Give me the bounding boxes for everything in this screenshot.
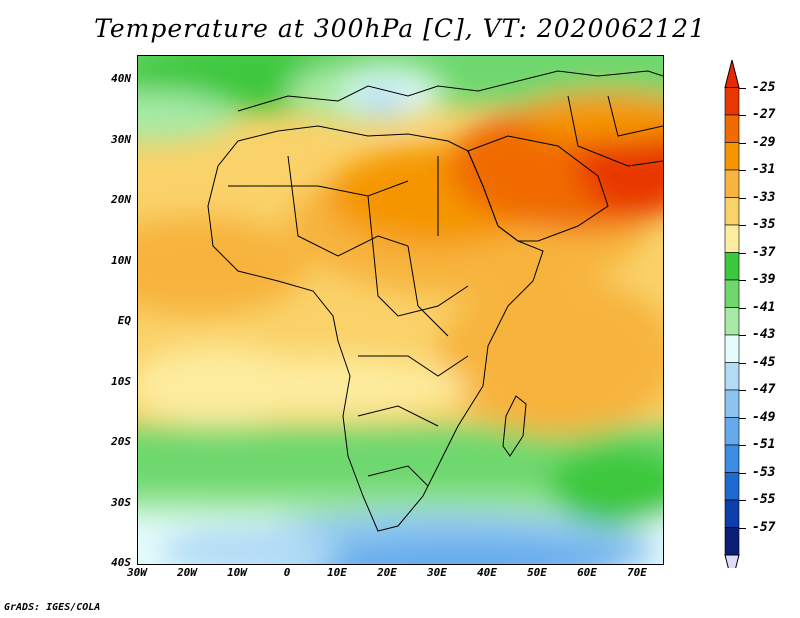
colorbar-tick	[739, 252, 746, 254]
colorbar-label: -41	[752, 299, 776, 315]
colorbar-tick	[739, 142, 746, 144]
colorbar-swatch	[724, 499, 740, 528]
colorbar-label: -43	[752, 327, 776, 342]
colorbar-label: -35	[752, 217, 776, 232]
latitude-label: 20N	[111, 193, 131, 207]
colorbar-label: -37	[752, 244, 776, 260]
longitude-label: 30E	[427, 566, 447, 579]
colorbar-label: -27	[752, 107, 776, 122]
colorbar-tick	[739, 280, 746, 281]
colorbar-tick	[739, 87, 746, 89]
map-title: Temperature at 300hPa [C], VT: 202006212…	[94, 14, 706, 43]
colorbar-swatch	[724, 334, 740, 363]
colorbar-tick	[739, 197, 746, 199]
longitude-label: 70E	[627, 566, 647, 579]
colorbar-label: -49	[752, 409, 776, 425]
colorbar-tick	[739, 362, 746, 364]
temperature-field	[138, 56, 663, 564]
longitude-label: 20W	[177, 566, 197, 579]
colorbar-swatch	[724, 114, 740, 143]
colorbar-swatch	[724, 362, 740, 391]
latitude-label: EQ	[117, 314, 131, 328]
latitude-label: 30S	[111, 495, 131, 509]
colorbar-tick	[739, 417, 746, 419]
colorbar-swatch	[724, 389, 740, 418]
colorbar-label: -45	[752, 354, 776, 370]
colorbar-tick	[739, 335, 746, 336]
latitude-label: 30N	[111, 132, 131, 146]
colorbar-label: -55	[752, 492, 776, 507]
colorbar-label: -47	[752, 382, 776, 397]
longitude-label: 40E	[477, 566, 497, 579]
colorbar-label: -53	[752, 464, 776, 480]
colorbar-swatch	[724, 279, 740, 308]
footer-credit: GrADS: IGES/COLA	[4, 602, 101, 613]
colorbar-tick	[739, 390, 746, 391]
colorbar-label: -29	[752, 134, 776, 150]
longitude-label: 30W	[127, 566, 147, 579]
latitude-label: 20S	[111, 435, 131, 449]
colorbar-tick	[739, 445, 746, 446]
colorbar-swatch	[724, 197, 740, 226]
colorbar-bottom-arrow	[724, 554, 740, 568]
longitude-label: 50E	[527, 566, 547, 579]
colorbar-swatch	[724, 224, 740, 253]
colorbar-swatch	[724, 142, 740, 171]
latitude-label: 10N	[111, 253, 131, 267]
colorbar-swatch	[724, 417, 740, 446]
latitude-label: 40S	[111, 556, 131, 569]
longitude-label: 10E	[327, 566, 347, 579]
colorbar-label: -39	[752, 272, 776, 287]
colorbar-swatch	[724, 472, 740, 501]
colorbar-label: -57	[752, 519, 776, 535]
colorbar-swatch	[724, 87, 740, 116]
colorbar-swatch	[724, 527, 740, 556]
colorbar-label: -31	[752, 162, 776, 177]
colorbar-swatches	[724, 59, 740, 568]
colorbar-swatch	[724, 307, 740, 336]
colorbar-tick	[739, 115, 746, 116]
colorbar-label: -25	[752, 79, 776, 95]
longitude-label: 20E	[377, 566, 397, 579]
colorbar-tick	[739, 472, 746, 474]
colorbar-tick	[739, 527, 746, 529]
longitude-label: 0	[283, 566, 291, 579]
colorbar-tick	[739, 500, 746, 501]
colorbar-swatch	[724, 444, 740, 473]
colorbar-swatch	[724, 252, 740, 281]
latitude-label: 10S	[111, 374, 131, 388]
colorbar-tick	[739, 225, 746, 226]
colorbar-label: -33	[752, 189, 776, 205]
colorbar-tick	[739, 307, 746, 309]
longitude-label: 60E	[577, 566, 597, 579]
temperature-map	[137, 55, 664, 565]
colorbar-top-arrow	[724, 59, 740, 88]
colorbar-swatch	[724, 169, 740, 198]
longitude-label: 10W	[227, 566, 247, 579]
colorbar-tick	[739, 170, 746, 171]
colorbar-label: -51	[752, 437, 776, 452]
latitude-label: 40N	[111, 72, 131, 86]
